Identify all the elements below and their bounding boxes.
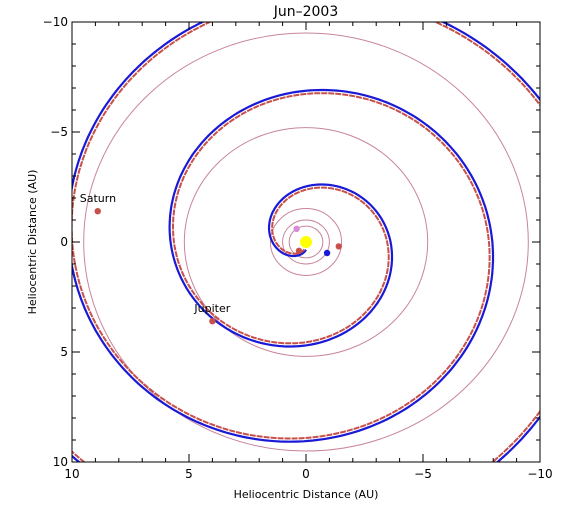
y-tick-label: 5 bbox=[60, 345, 68, 359]
y-tick-label: −10 bbox=[43, 15, 68, 29]
planet-marker-4 bbox=[295, 247, 303, 254]
planet-marker-5 bbox=[293, 225, 300, 232]
x-tick-label: −10 bbox=[527, 467, 552, 481]
tick-group: 10 5 0 −5 −10 −10 −5 0 5 10 bbox=[43, 15, 553, 481]
y-tick-label: 10 bbox=[53, 455, 68, 469]
orbit-ring-4 bbox=[183, 127, 429, 357]
orbit-ring-2 bbox=[282, 219, 330, 265]
planet-marker-1 bbox=[94, 208, 101, 215]
orbit-ring-1 bbox=[288, 225, 324, 259]
x-axis-label: Heliocentric Distance (AU) bbox=[234, 488, 379, 501]
y-axis-label: Heliocentric Distance (AU) bbox=[26, 170, 39, 315]
x-tick-label: 0 bbox=[302, 467, 310, 481]
orbit-ring-3 bbox=[269, 208, 343, 276]
y-tick-label: 0 bbox=[60, 235, 68, 249]
planet-marker-2 bbox=[209, 318, 216, 325]
planet-marker-3 bbox=[335, 243, 342, 250]
sun-marker bbox=[300, 236, 312, 248]
orbit-group bbox=[83, 32, 529, 452]
orbit-ring-5 bbox=[83, 32, 529, 452]
planet-label-saturn: Saturn bbox=[80, 192, 116, 205]
planet-label-jupiter: Jupiter bbox=[193, 302, 230, 315]
x-tick-label: 5 bbox=[185, 467, 193, 481]
planet-marker-6 bbox=[323, 249, 331, 257]
chart-title: Jun–2003 bbox=[273, 4, 339, 20]
planet-group: Saturn Jupiter bbox=[80, 192, 342, 325]
x-tick-label: −5 bbox=[414, 467, 432, 481]
x-tick-label: 10 bbox=[64, 467, 79, 481]
y-tick-label: −5 bbox=[50, 125, 68, 139]
